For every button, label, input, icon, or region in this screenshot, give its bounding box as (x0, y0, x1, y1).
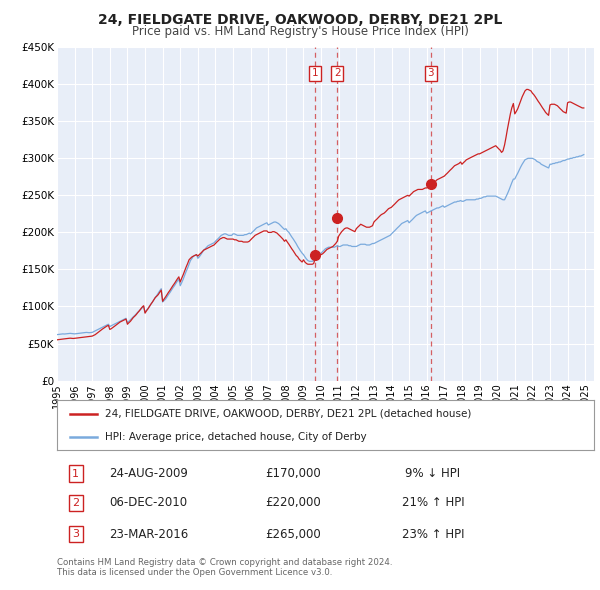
Text: 1: 1 (311, 68, 318, 78)
Text: Contains HM Land Registry data © Crown copyright and database right 2024.
This d: Contains HM Land Registry data © Crown c… (57, 558, 392, 577)
Text: 23-MAR-2016: 23-MAR-2016 (109, 527, 188, 540)
Text: 23% ↑ HPI: 23% ↑ HPI (401, 527, 464, 540)
Text: £265,000: £265,000 (265, 527, 321, 540)
Text: £220,000: £220,000 (265, 496, 321, 510)
Text: 24, FIELDGATE DRIVE, OAKWOOD, DERBY, DE21 2PL (detached house): 24, FIELDGATE DRIVE, OAKWOOD, DERBY, DE2… (106, 408, 472, 418)
Text: 3: 3 (72, 529, 79, 539)
Text: 24-AUG-2009: 24-AUG-2009 (109, 467, 188, 480)
Text: 21% ↑ HPI: 21% ↑ HPI (401, 496, 464, 510)
Text: 1: 1 (72, 469, 79, 478)
Text: Price paid vs. HM Land Registry's House Price Index (HPI): Price paid vs. HM Land Registry's House … (131, 25, 469, 38)
Text: 3: 3 (427, 68, 434, 78)
Text: 24, FIELDGATE DRIVE, OAKWOOD, DERBY, DE21 2PL: 24, FIELDGATE DRIVE, OAKWOOD, DERBY, DE2… (98, 13, 502, 27)
Text: HPI: Average price, detached house, City of Derby: HPI: Average price, detached house, City… (106, 432, 367, 442)
Text: 2: 2 (334, 68, 341, 78)
Text: £170,000: £170,000 (265, 467, 321, 480)
Text: 06-DEC-2010: 06-DEC-2010 (109, 496, 187, 510)
Text: 9% ↓ HPI: 9% ↓ HPI (406, 467, 460, 480)
Text: 2: 2 (72, 498, 79, 508)
